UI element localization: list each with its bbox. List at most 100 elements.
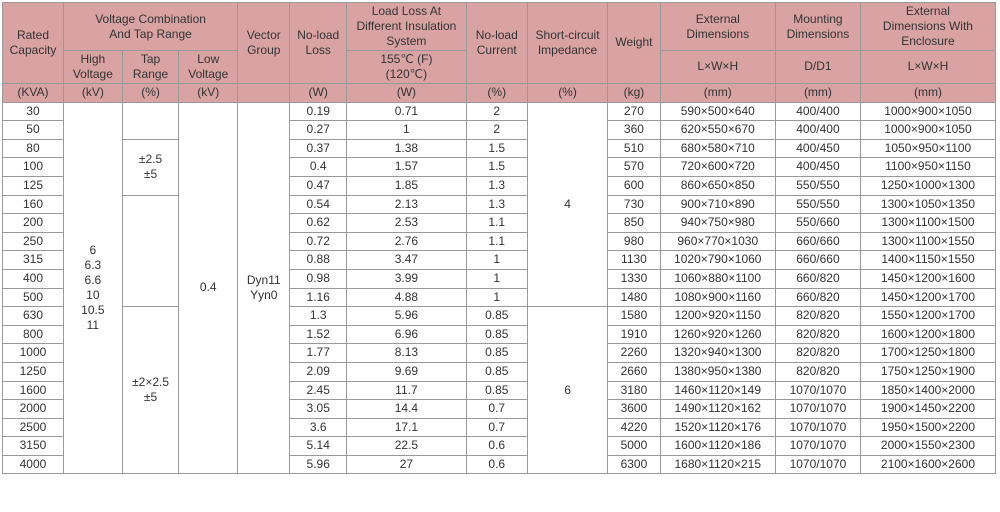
cell-edw: 1450×1200×1600 [860, 269, 995, 288]
cell-nll: 1.77 [290, 344, 347, 363]
hdr-weight: Weight [608, 3, 660, 84]
cell-ll: 4.88 [347, 288, 467, 307]
cell-ll: 1 [347, 121, 467, 140]
cell-edw: 1950×1500×2200 [860, 418, 995, 437]
cell-nlc: 0.6 [466, 455, 527, 474]
cell-md: 820/820 [775, 344, 860, 363]
cell-ed: 1260×920×1260 [660, 325, 775, 344]
cell-nll: 2.45 [290, 381, 347, 400]
hdr-mount-dims: Mounting Dimensions [775, 3, 860, 51]
cell-cap: 800 [3, 325, 64, 344]
cell-ed: 1460×1120×149 [660, 381, 775, 400]
cell-ll: 6.96 [347, 325, 467, 344]
cell-nll: 3.05 [290, 400, 347, 419]
cell-ed: 720×600×720 [660, 158, 775, 177]
cell-cap: 80 [3, 139, 64, 158]
cell-wt: 3180 [608, 381, 660, 400]
cell-wt: 4220 [608, 418, 660, 437]
cell-cap: 2000 [3, 400, 64, 419]
cell-nlc: 0.7 [466, 400, 527, 419]
cell-edw: 1100×950×1150 [860, 158, 995, 177]
cell-nll: 3.6 [290, 418, 347, 437]
cell-cap: 400 [3, 269, 64, 288]
cell-md: 660/820 [775, 269, 860, 288]
cell-wt: 1910 [608, 325, 660, 344]
cell-nlc: 0.85 [466, 362, 527, 381]
unit-ed: (mm) [660, 84, 775, 103]
cell-ed: 1320×940×1300 [660, 344, 775, 363]
cell-cap: 50 [3, 121, 64, 140]
cell-md: 1070/1070 [775, 437, 860, 456]
cell-nlc: 0.85 [466, 381, 527, 400]
cell-wt: 360 [608, 121, 660, 140]
cell-nlc: 0.7 [466, 418, 527, 437]
cell-nll: 1.16 [290, 288, 347, 307]
cell-ll: 0.71 [347, 102, 467, 121]
cell-cap: 160 [3, 195, 64, 214]
cell-nll: 0.72 [290, 232, 347, 251]
cell-edw: 1400×1150×1550 [860, 251, 995, 270]
cell-edw: 2000×1550×2300 [860, 437, 995, 456]
cell-edw: 2100×1600×2600 [860, 455, 995, 474]
cell-edw: 1300×1100×1550 [860, 232, 995, 251]
cell-wt: 1580 [608, 307, 660, 326]
hdr-dd1: D/D1 [775, 51, 860, 84]
cell-cap: 500 [3, 288, 64, 307]
cell-edw: 1300×1100×1500 [860, 214, 995, 233]
unit-ll: (W) [347, 84, 467, 103]
cell-nll: 0.62 [290, 214, 347, 233]
cell-md: 400/450 [775, 139, 860, 158]
cell-edw: 1900×1450×2200 [860, 400, 995, 419]
cell-cap: 1600 [3, 381, 64, 400]
cell-nll: 0.47 [290, 176, 347, 195]
cell-nll: 0.4 [290, 158, 347, 177]
hdr-ext-dims-enc: External Dimensions With Enclosure [860, 3, 995, 51]
hdr-lwh: L×W×H [660, 51, 775, 84]
cell-cap: 630 [3, 307, 64, 326]
cell-edw: 1300×1050×1350 [860, 195, 995, 214]
cell-edw: 1850×1400×2000 [860, 381, 995, 400]
hdr-vector-group: Vector Group [238, 3, 290, 84]
cell-wt: 510 [608, 139, 660, 158]
cell-cap: 2500 [3, 418, 64, 437]
cell-nlc: 1 [466, 269, 527, 288]
cell-nlc: 2 [466, 102, 527, 121]
cell-ed: 1380×950×1380 [660, 362, 775, 381]
cell-tap1: ±2.5 ±5 [122, 139, 179, 195]
cell-cap: 100 [3, 158, 64, 177]
cell-ed: 940×750×980 [660, 214, 775, 233]
cell-ed: 1680×1120×215 [660, 455, 775, 474]
cell-ed: 1200×920×1150 [660, 307, 775, 326]
cell-md: 1070/1070 [775, 381, 860, 400]
cell-nlc: 1 [466, 288, 527, 307]
cell-ed: 680×580×710 [660, 139, 775, 158]
cell-nlc: 0.85 [466, 307, 527, 326]
cell-edw: 1000×900×1050 [860, 121, 995, 140]
unit-lv: (kV) [179, 84, 238, 103]
hdr-voltage-combo: Voltage Combination And Tap Range [63, 3, 237, 51]
cell-nlc: 1.3 [466, 176, 527, 195]
table-row: 1600.542.131.3730900×710×890550/5501300×… [3, 195, 996, 214]
cell-nll: 0.88 [290, 251, 347, 270]
cell-md: 550/660 [775, 214, 860, 233]
cell-md: 1070/1070 [775, 418, 860, 437]
cell-edw: 1700×1250×1800 [860, 344, 995, 363]
cell-wt: 1130 [608, 251, 660, 270]
cell-wt: 600 [608, 176, 660, 195]
table-header: Rated Capacity Voltage Combination And T… [3, 3, 996, 103]
unit-tap: (%) [122, 84, 179, 103]
cell-md: 820/820 [775, 307, 860, 326]
cell-wt: 850 [608, 214, 660, 233]
cell-tap-blank [122, 102, 179, 139]
cell-nlc: 0.85 [466, 344, 527, 363]
unit-wt: (kg) [608, 84, 660, 103]
cell-ll: 14.4 [347, 400, 467, 419]
cell-nlc: 1 [466, 251, 527, 270]
cell-edw: 1250×1000×1300 [860, 176, 995, 195]
cell-ed: 1600×1120×186 [660, 437, 775, 456]
cell-cap: 250 [3, 232, 64, 251]
cell-ll: 11.7 [347, 381, 467, 400]
cell-md: 400/450 [775, 158, 860, 177]
hdr-no-load-loss: No-load Loss [290, 3, 347, 84]
cell-nlc: 2 [466, 121, 527, 140]
